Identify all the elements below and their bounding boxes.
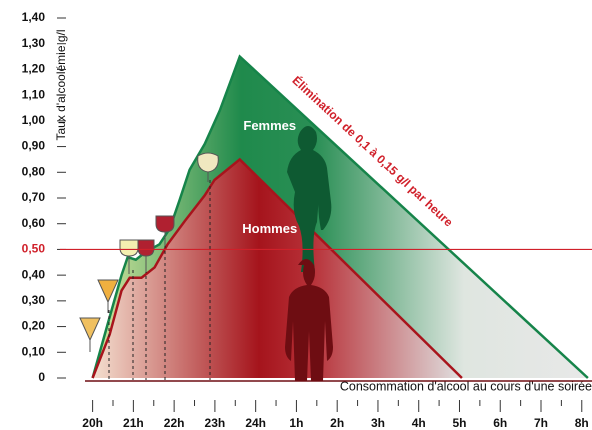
x-tick-label: 24h	[245, 416, 266, 430]
woman-silhouette	[287, 126, 332, 272]
y-tick-label: 1,10	[22, 87, 46, 101]
y-tick-label: 1,20	[22, 62, 46, 76]
area	[92, 159, 462, 378]
y-tick-label: 1,00	[22, 113, 46, 127]
y-axis-label: Taux d'alcoolémie g/l	[54, 29, 68, 140]
man-silhouette	[285, 259, 333, 381]
x-tick-label: 20h	[82, 416, 103, 430]
x-tick-label: 1h	[289, 416, 303, 430]
x-tick-label: 3h	[371, 416, 385, 430]
x-tick-label: 4h	[412, 416, 426, 430]
y-tick-label: 0,40	[22, 267, 46, 281]
x-tick-label: 8h	[575, 416, 589, 430]
x-tick-label: 6h	[493, 416, 507, 430]
y-tick-label: 1,40	[22, 10, 46, 24]
plot	[91, 54, 589, 379]
series-label: Femmes	[243, 118, 296, 133]
y-tick-label: 0,10	[22, 344, 46, 358]
x-tick-label: 2h	[330, 416, 344, 430]
x-tick-label: 21h	[123, 416, 144, 430]
x-tick-label: 22h	[164, 416, 185, 430]
glass	[197, 152, 219, 173]
y-tick-label: 0,50	[22, 242, 46, 256]
x-axis-label: Consommation d'alcool au cours d'une soi…	[340, 379, 592, 393]
y-tick-label: 0,90	[22, 139, 46, 153]
silhouettes	[285, 126, 333, 381]
glass	[97, 279, 119, 304]
y-tick-label: 0,80	[22, 164, 46, 178]
y-tick-label: 1,30	[22, 36, 46, 50]
glass	[79, 317, 101, 342]
y-tick-label: 0,30	[22, 293, 46, 307]
glass	[119, 239, 139, 257]
x-tick-label: 7h	[534, 416, 548, 430]
y-tick-label: 0,70	[22, 190, 46, 204]
x-tick-label: 23h	[205, 416, 226, 430]
line	[91, 157, 463, 379]
y-tick-label: 0	[38, 370, 45, 384]
glass	[137, 239, 155, 257]
drink-markers	[108, 180, 211, 380]
glasses	[79, 152, 219, 352]
glass	[155, 215, 175, 233]
x-tick-label: 5h	[452, 416, 466, 430]
series-label: Hommes	[242, 221, 297, 236]
y-tick-label: 0,60	[22, 216, 46, 230]
y-tick-label: 0,20	[22, 319, 46, 333]
